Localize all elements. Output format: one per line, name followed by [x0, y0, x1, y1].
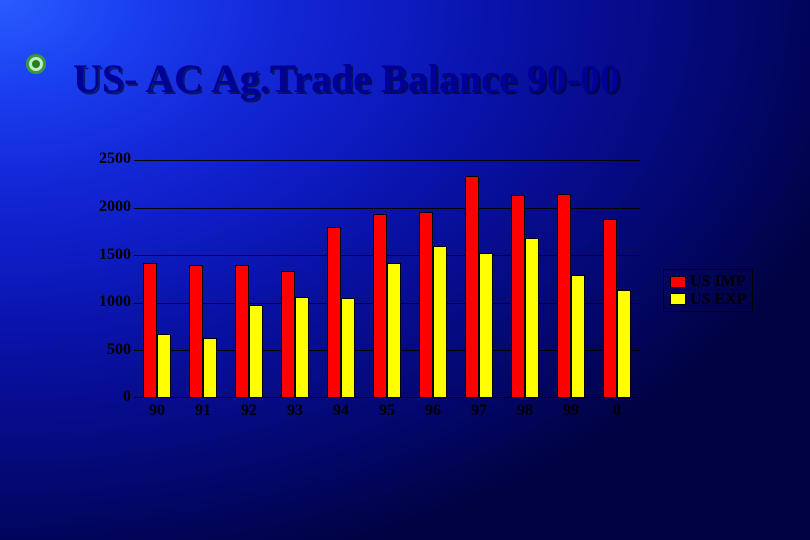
bar [373, 214, 387, 398]
legend-swatch [670, 293, 686, 305]
x-tick-label: 96 [410, 402, 456, 420]
legend-label: US IMP [690, 273, 746, 291]
bar [157, 334, 171, 398]
x-tick-label: 95 [364, 402, 410, 420]
bar [511, 195, 525, 398]
bar [617, 290, 631, 398]
x-tick-label: 90 [134, 402, 180, 420]
x-tick-label: 97 [456, 402, 502, 420]
y-tick-label: 1000 [71, 293, 131, 311]
plot-area [134, 160, 640, 398]
y-tick-label: 2500 [71, 150, 131, 168]
x-tick-label: 98 [502, 402, 548, 420]
bar [295, 297, 309, 398]
bar [571, 275, 585, 398]
x-tick-label: 93 [272, 402, 318, 420]
x-tick-label: 0 [594, 402, 640, 420]
legend-item: US EXP [670, 291, 746, 309]
bullet-icon [24, 52, 48, 76]
bar [281, 271, 295, 398]
bar [249, 305, 263, 398]
bar [603, 219, 617, 398]
bar [465, 176, 479, 398]
bar [341, 298, 355, 398]
bar [433, 246, 447, 398]
bar [525, 238, 539, 398]
x-tick-label: 92 [226, 402, 272, 420]
x-tick-label: 91 [180, 402, 226, 420]
bar [387, 263, 401, 398]
legend: US IMPUS EXP [663, 269, 753, 312]
x-tick-label: 94 [318, 402, 364, 420]
legend-label: US EXP [690, 291, 746, 309]
y-tick-label: 0 [71, 388, 131, 406]
slide: US- AC Ag.Trade Balance 90-00 0 500 1000 15… [0, 0, 810, 540]
y-tick-label: 2000 [71, 198, 131, 216]
gridline [134, 160, 640, 161]
bar [479, 253, 493, 398]
legend-swatch [670, 276, 686, 288]
chart: 0 500 1000 1500 2000 2500 90919293949596979899… [72, 150, 647, 430]
bar [143, 263, 157, 398]
y-tick-label: 500 [71, 341, 131, 359]
bar [327, 227, 341, 398]
bar [189, 265, 203, 398]
legend-item: US IMP [670, 273, 746, 291]
page-title: US- AC Ag.Trade Balance 90-00 [73, 55, 620, 102]
y-tick-label: 1500 [71, 246, 131, 264]
bar [203, 338, 217, 398]
x-tick-label: 99 [548, 402, 594, 420]
bar [419, 212, 433, 398]
bar [235, 265, 249, 398]
bar [557, 194, 571, 398]
